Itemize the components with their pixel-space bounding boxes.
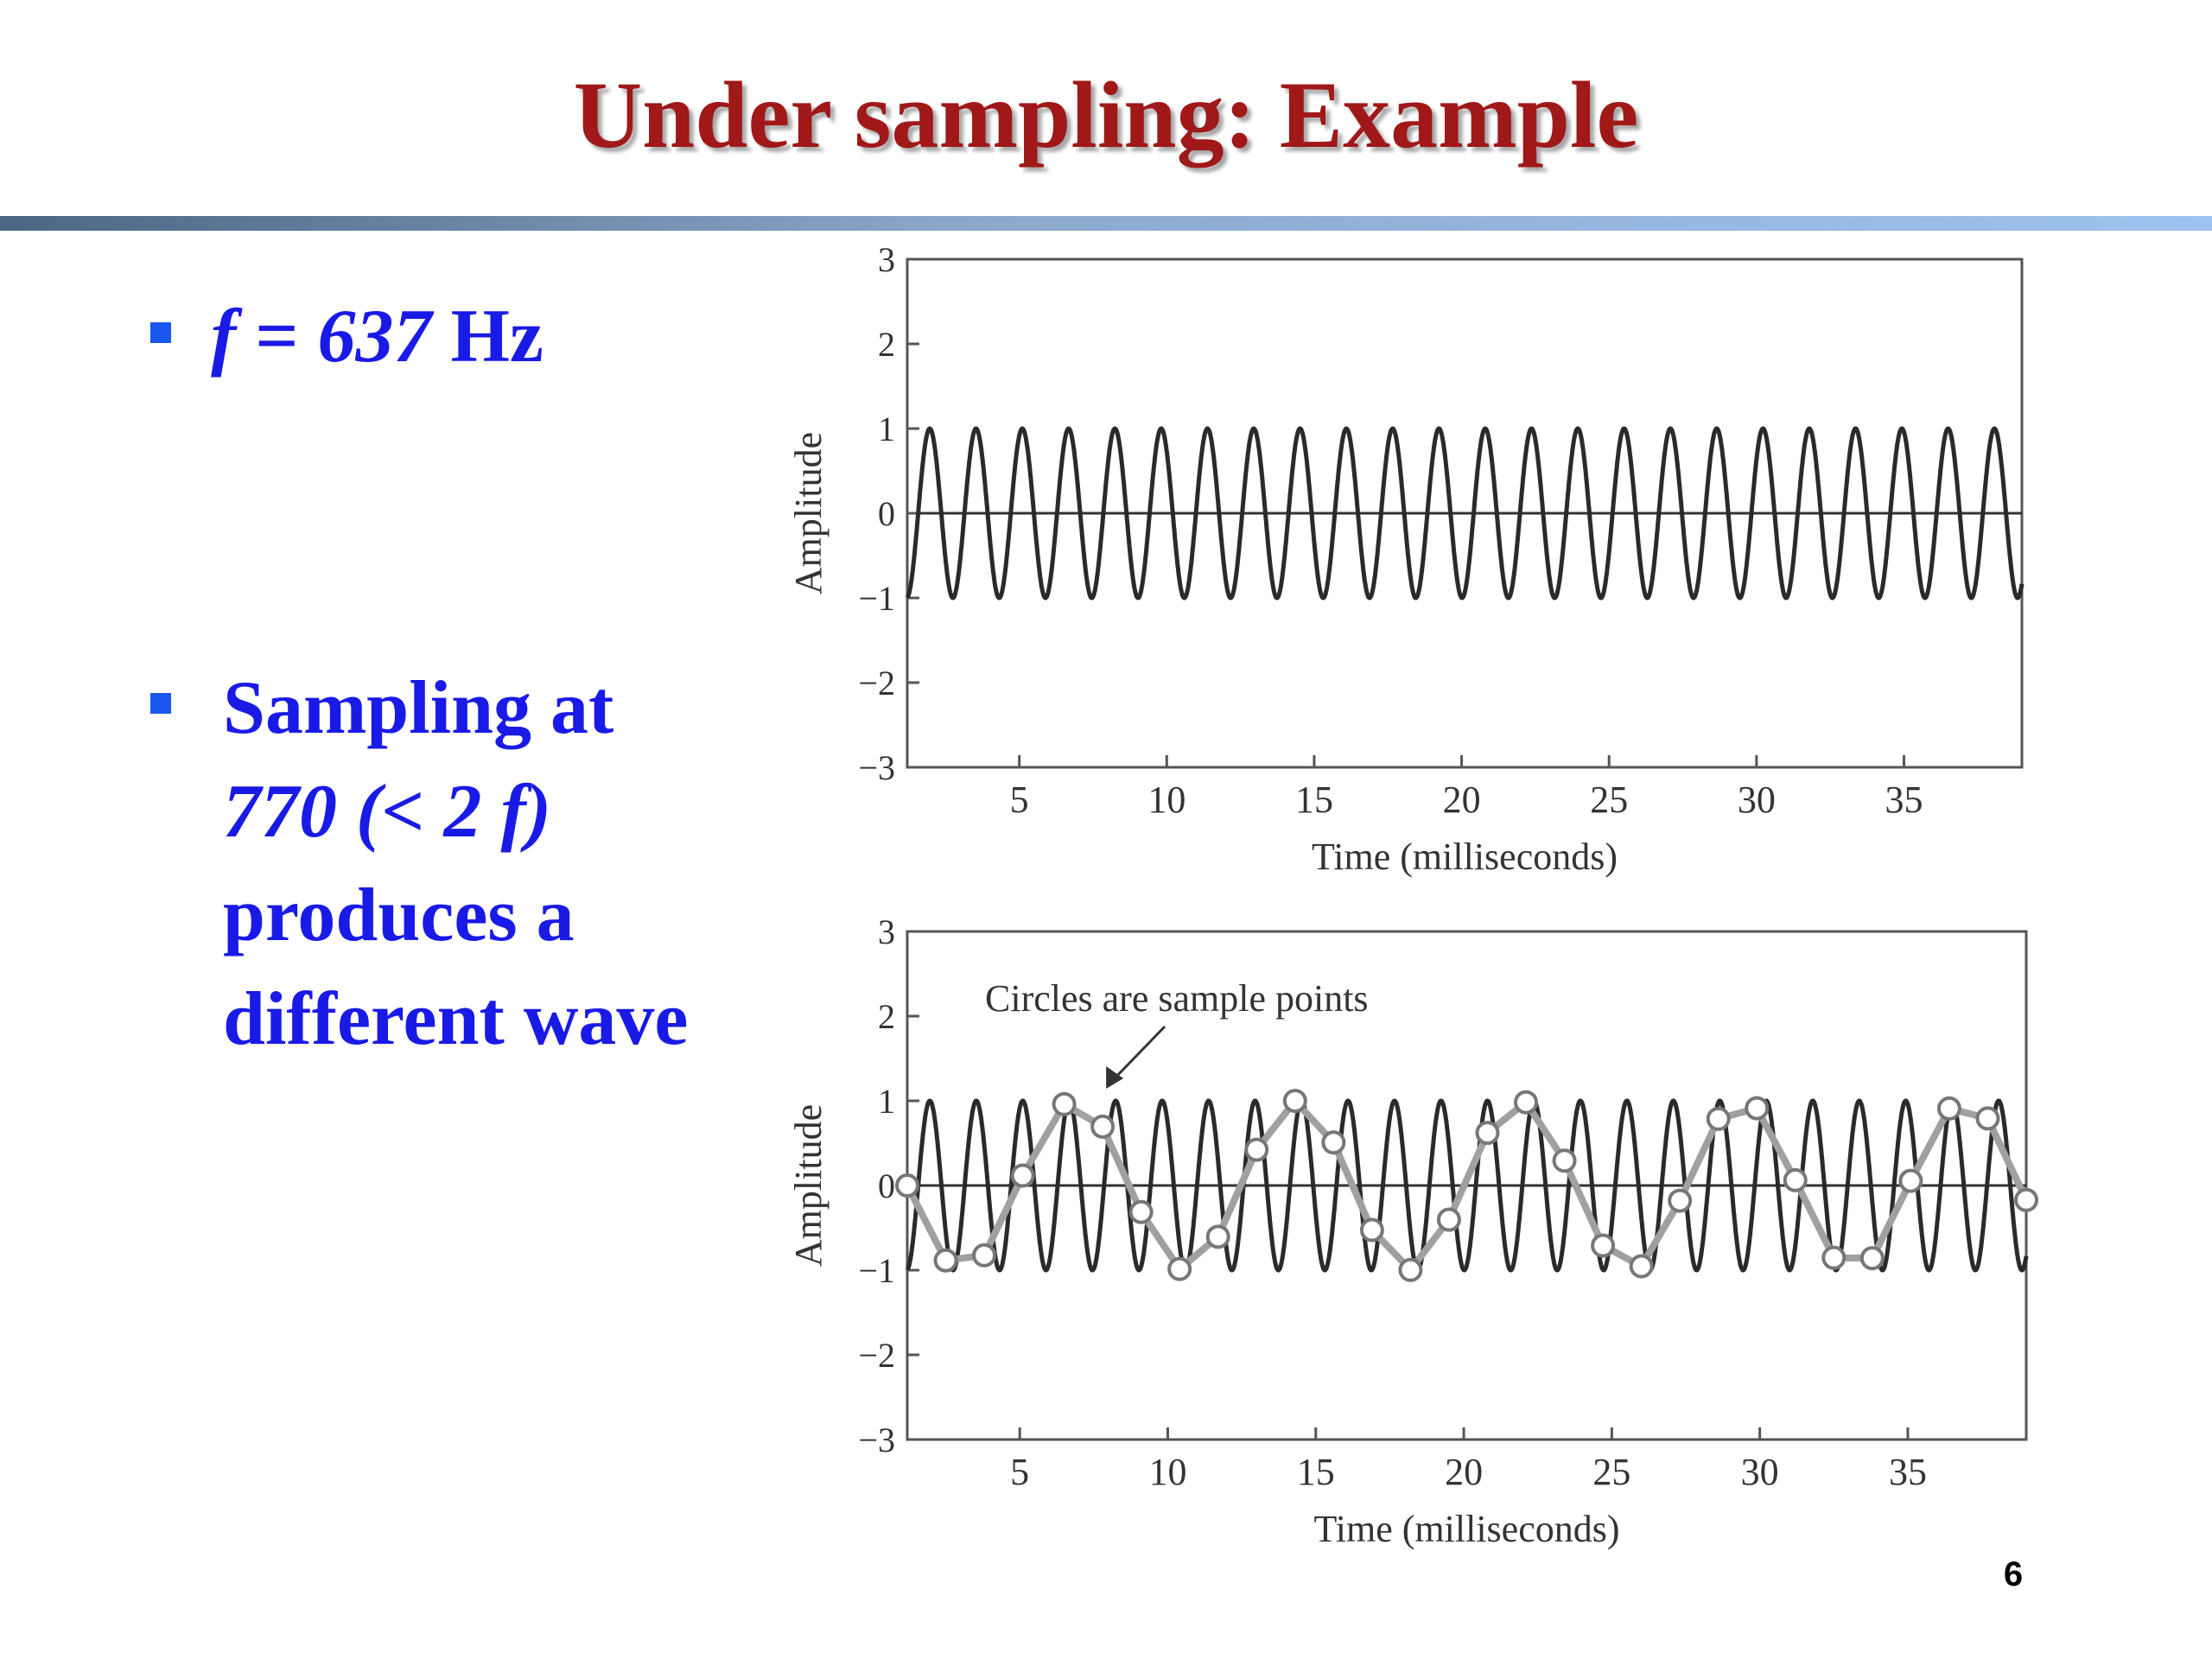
sample-point	[1514, 1090, 1539, 1115]
x-axis-label: Time (milliseconds)	[1313, 1508, 1619, 1550]
bullet-frequency-part: f	[211, 295, 237, 378]
y-tick-label: 3	[878, 240, 895, 279]
title-divider	[0, 216, 2212, 231]
page-number: 6	[2003, 1555, 2024, 1593]
sample-point	[1629, 1254, 1654, 1279]
y-tick-label: 1	[878, 410, 895, 448]
x-tick-label: 10	[1147, 779, 1185, 821]
sample-point	[1936, 1096, 1961, 1121]
sample-point	[1591, 1233, 1616, 1258]
y-tick-label: −2	[858, 664, 895, 702]
y-tick-label: 2	[878, 997, 895, 1036]
sample-point	[1205, 1224, 1230, 1249]
y-axis-label: Amplitude	[787, 1104, 830, 1267]
slide-title: Under sampling: Example	[573, 62, 1639, 168]
sample-point	[1668, 1188, 1693, 1213]
sample-point	[1128, 1199, 1154, 1224]
bullet-frequency: f = 637 Hz	[211, 285, 543, 389]
sample-point	[1552, 1148, 1577, 1173]
bullet-sampling: Sampling at 770 (< 2 f) produces a diffe…	[223, 657, 688, 1071]
signal-wave-line	[905, 426, 2024, 601]
sample-point	[933, 1248, 958, 1273]
sample-point	[1167, 1256, 1192, 1281]
sample-point	[895, 1173, 919, 1198]
sample-point	[1010, 1163, 1035, 1188]
y-tick-label: 3	[878, 912, 895, 951]
sample-point	[1898, 1168, 1923, 1193]
x-tick-label: 15	[1297, 1451, 1335, 1493]
bullet-frequency-part: 637	[317, 295, 432, 378]
y-tick-label: 2	[878, 325, 895, 364]
y-tick-label: 1	[878, 1082, 895, 1121]
annotation-label: Circles are sample points	[985, 977, 1369, 1020]
y-tick-label: −1	[858, 1251, 895, 1290]
y-tick-label: −2	[858, 1336, 895, 1375]
sample-point	[1475, 1121, 1500, 1146]
bullet-sampling-line: Sampling at	[223, 666, 614, 750]
bullet-square-icon	[150, 322, 171, 343]
sample-point	[1706, 1106, 1731, 1131]
sample-point	[1783, 1167, 1808, 1192]
bullet-frequency-part: =	[236, 295, 318, 378]
bullet-sampling-line: different wave	[223, 977, 689, 1061]
bullet-sampling-line: 770 (< 2 f)	[223, 770, 552, 854]
annotation-arrowhead-icon	[1106, 1066, 1124, 1089]
sample-point	[1321, 1130, 1346, 1155]
sample-point	[2014, 1187, 2038, 1212]
sample-point	[972, 1243, 997, 1268]
sample-point	[1821, 1245, 1847, 1270]
y-axis-label: Amplitude	[787, 432, 830, 594]
x-tick-label: 20	[1445, 1451, 1483, 1493]
sample-point	[1436, 1207, 1461, 1232]
y-tick-label: −3	[858, 748, 895, 787]
y-tick-label: −3	[858, 1421, 895, 1459]
bullet-frequency-part: Hz	[431, 295, 543, 378]
x-tick-label: 15	[1295, 779, 1333, 821]
bullet-square-icon	[150, 693, 171, 714]
x-tick-label: 20	[1443, 779, 1481, 821]
sample-point	[1052, 1091, 1077, 1116]
annotation-arrow	[1110, 1025, 1166, 1084]
y-tick-label: 0	[878, 1166, 895, 1205]
sample-point	[1244, 1137, 1269, 1162]
x-axis-label: Time (milliseconds)	[1312, 836, 1618, 878]
y-tick-label: 0	[878, 494, 895, 533]
x-tick-label: 30	[1741, 1451, 1779, 1493]
x-tick-label: 5	[1010, 779, 1029, 821]
sample-point	[1398, 1257, 1423, 1282]
sample-point	[1975, 1106, 2000, 1131]
x-tick-label: 25	[1590, 779, 1628, 821]
sample-point	[1090, 1114, 1116, 1139]
bullet-sampling-line: produces a	[223, 874, 575, 957]
x-tick-label: 5	[1010, 1451, 1029, 1493]
y-tick-label: −1	[858, 579, 895, 618]
x-tick-label: 25	[1592, 1451, 1630, 1493]
sample-point	[1282, 1089, 1307, 1114]
sample-point	[1359, 1217, 1384, 1243]
x-tick-label: 35	[1885, 779, 1923, 821]
sample-point	[1859, 1246, 1885, 1271]
sample-point	[1745, 1096, 1770, 1121]
x-tick-label: 10	[1148, 1451, 1186, 1493]
x-tick-label: 30	[1738, 779, 1776, 821]
x-tick-label: 35	[1889, 1451, 1927, 1493]
